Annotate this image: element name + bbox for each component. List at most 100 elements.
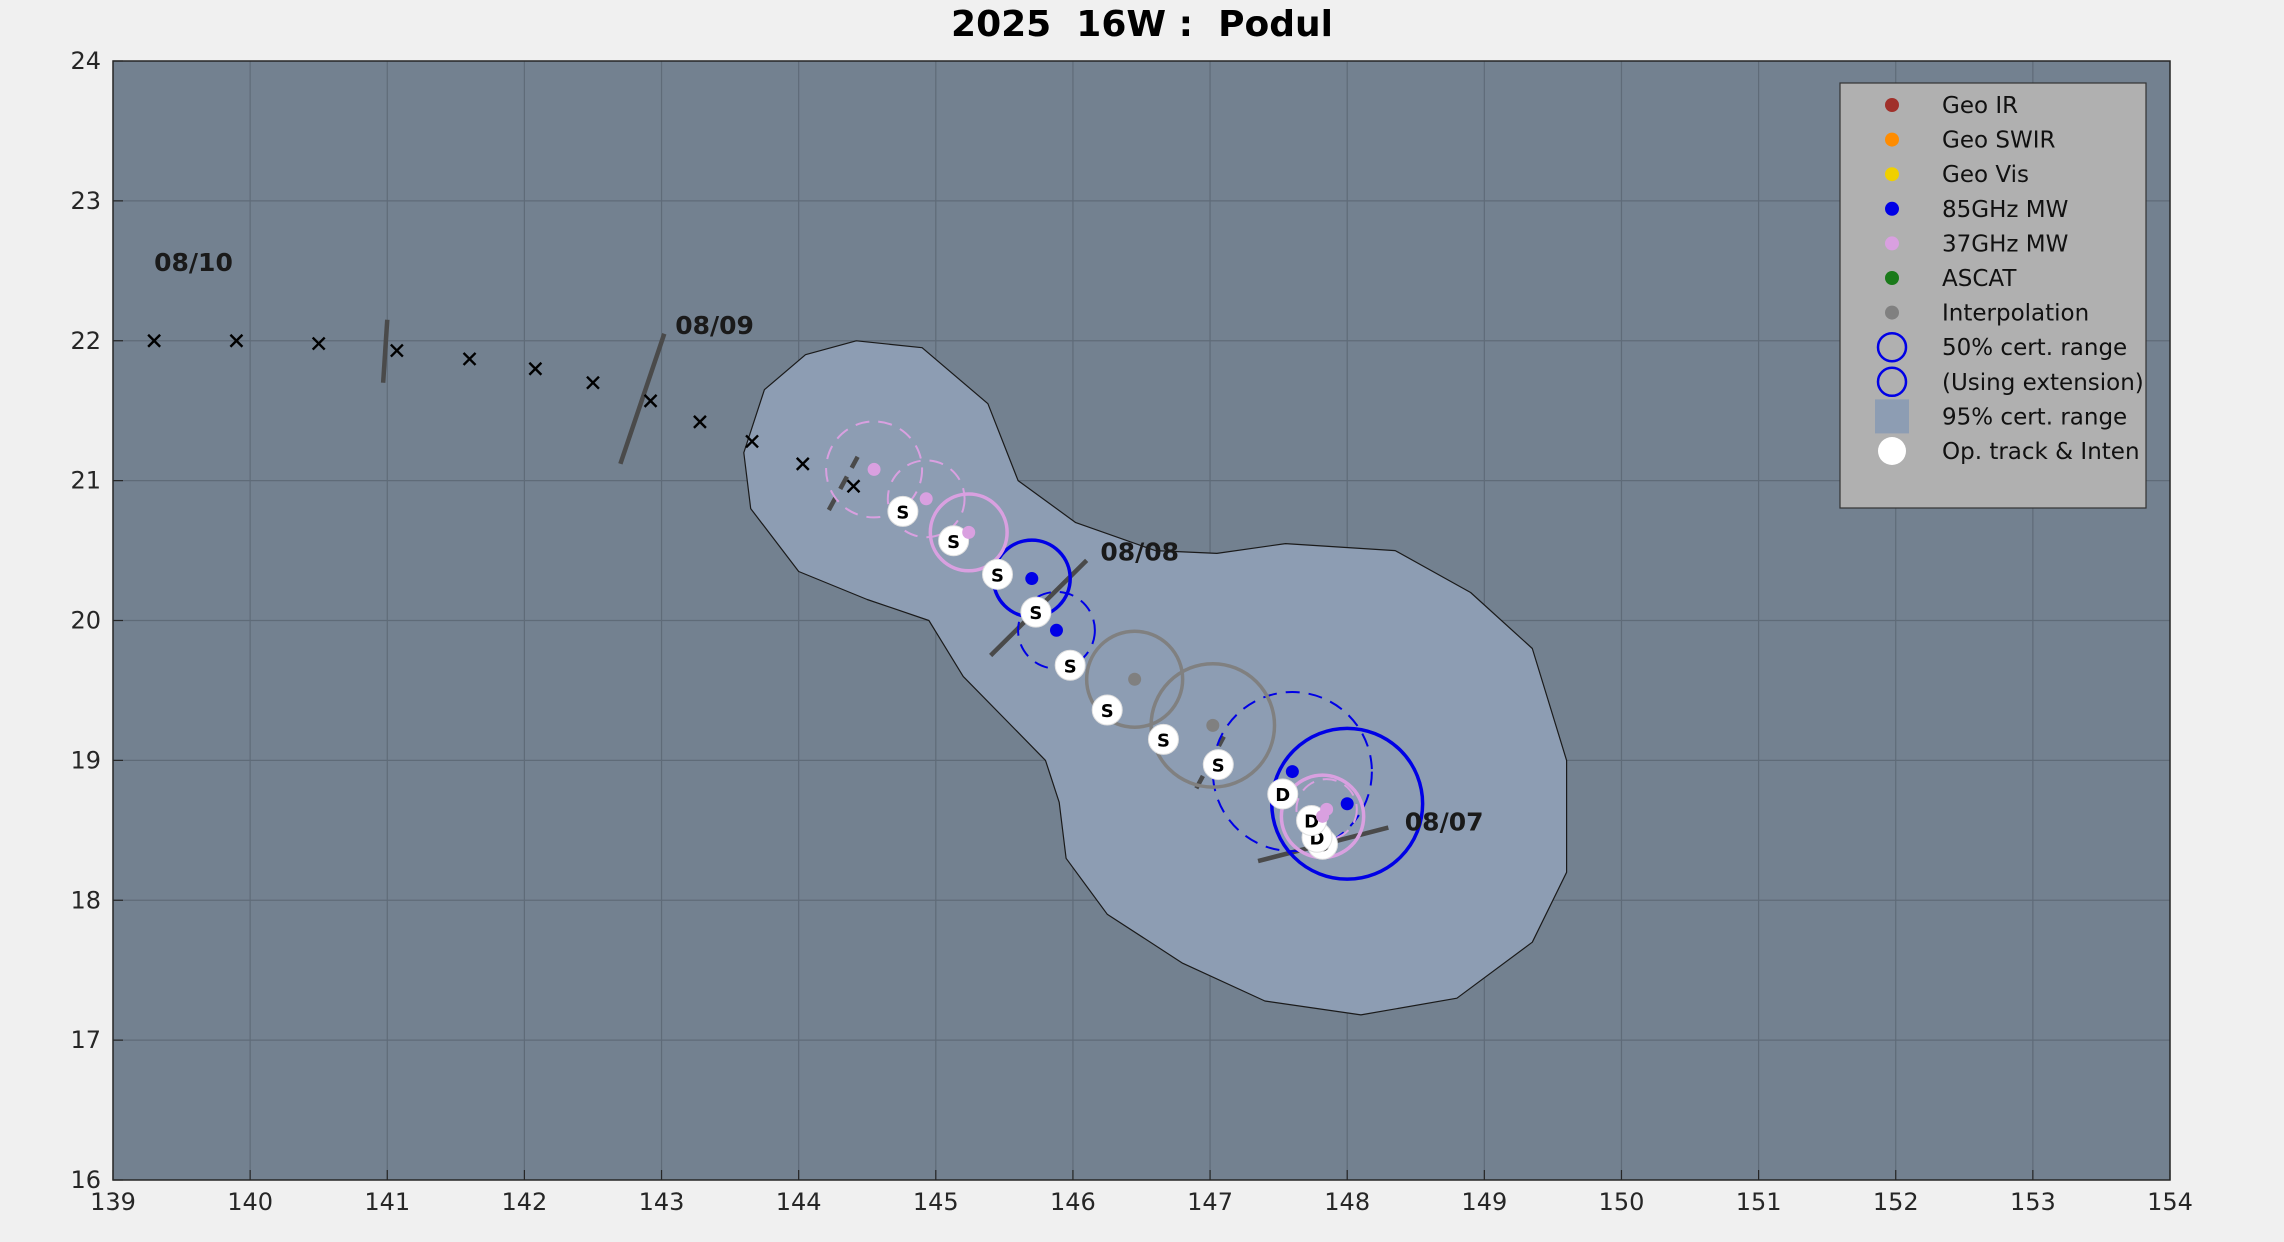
certainty-rings — [825, 420, 1425, 881]
legend-marker — [1885, 167, 1899, 182]
date-label: 08/08 — [1100, 537, 1179, 566]
y-tick-label: 24 — [70, 47, 101, 75]
x-tick-label: 139 — [90, 1188, 136, 1216]
x-tick-label: 149 — [1461, 1188, 1507, 1216]
fix-point — [1025, 572, 1039, 586]
op-track-point — [1202, 749, 1234, 781]
x-tick-label: 150 — [1599, 1188, 1645, 1216]
forecast-point-marker — [745, 434, 759, 449]
legend-label: ASCAT — [1942, 266, 2017, 292]
op-track-intensity-label: D — [1275, 785, 1290, 806]
op-track-point — [1020, 596, 1052, 628]
day-tick-line — [618, 333, 667, 465]
op-track-point — [1054, 649, 1086, 681]
x-tick-label: 148 — [1324, 1188, 1370, 1216]
y-tick-label: 16 — [70, 1166, 101, 1194]
axes-ticks: 139 140 141 142 143 144 145 146 147 148 149 150 151 1… — [70, 47, 2192, 1216]
legend-white-marker — [1878, 437, 1906, 465]
fix-point — [962, 525, 976, 539]
cert-ring — [825, 420, 924, 519]
fix-point — [1049, 623, 1063, 637]
y-tick-label: 21 — [70, 467, 101, 495]
legend-label: 37GHz MW — [1942, 231, 2068, 257]
x-tick-label: 147 — [1187, 1188, 1233, 1216]
forecast-point-marker — [462, 352, 477, 366]
y-tick-label: 23 — [70, 187, 101, 215]
x-tick-label: 143 — [639, 1188, 685, 1216]
date-labels: 08/07 08/08 08/09 08/10 — [154, 248, 1483, 837]
fix-point — [1285, 765, 1299, 779]
date-label: 08/07 — [1405, 807, 1484, 836]
x-tick-label: 146 — [1050, 1188, 1096, 1216]
forecast-point-marker — [643, 394, 658, 408]
y-tick-label: 20 — [70, 607, 101, 635]
forecast-point-marker — [846, 479, 861, 494]
legend-square-marker — [1875, 399, 1909, 434]
forecast-point-marker — [147, 333, 161, 348]
minor-tick-line — [826, 455, 860, 512]
op-track-point — [1091, 694, 1123, 726]
fix-point — [919, 492, 933, 506]
legend-ring-marker — [1876, 331, 1908, 363]
legend-marker — [1885, 271, 1899, 285]
op-track-intensity-label: S — [1157, 730, 1170, 751]
x-tick-label: 153 — [2010, 1188, 2056, 1216]
op-track-intensity-label: S — [896, 502, 909, 523]
forecast-point-marker — [229, 333, 244, 348]
op-track-intensity-label: S — [1101, 701, 1114, 722]
forecast-point-marker — [795, 456, 810, 471]
legend-ring-marker — [1876, 366, 1908, 398]
x-tick-label: 144 — [776, 1188, 822, 1216]
op-track-intensity-label: D — [1304, 812, 1319, 833]
legend-marker — [1885, 236, 1899, 251]
legend-marker — [1885, 305, 1899, 320]
legend-label: Op. track & Inten — [1942, 439, 2140, 465]
fix-points — [867, 462, 1354, 823]
y-tick-label: 18 — [70, 886, 101, 914]
legend: Geo IR Geo SWIR Geo Vis 85GHz MW 37GHz MW ASC… — [1839, 82, 2147, 509]
op-track-intensity-label: S — [1029, 603, 1042, 624]
x-tick-label: 145 — [913, 1188, 959, 1216]
legend-label: 95% cert. range — [1942, 404, 2127, 430]
x-tick-label: 152 — [1873, 1188, 1919, 1216]
forecast-point-marker — [586, 375, 600, 390]
legend-label: (Using extension) — [1942, 370, 2144, 396]
cone-95-polygon — [743, 340, 1568, 1016]
x-tick-label: 140 — [227, 1188, 273, 1216]
x-tick-label: 154 — [2147, 1188, 2193, 1216]
date-label: 08/09 — [675, 311, 754, 340]
legend-label: 85GHz MW — [1942, 197, 2068, 223]
y-tick-label: 17 — [70, 1026, 101, 1054]
cert-ring — [1211, 691, 1373, 853]
legend-label: 50% cert. range — [1942, 335, 2127, 361]
op-track-intensity-label: S — [1064, 656, 1077, 677]
legend-marker — [1885, 201, 1899, 216]
chart-title: 2025 16W : Podul — [951, 4, 1333, 45]
op-track-point — [982, 558, 1014, 590]
legend-label: Geo Vis — [1942, 162, 2029, 188]
fix-point — [1320, 802, 1334, 816]
legend-marker — [1885, 98, 1899, 112]
certainty-cone-95 — [743, 340, 1568, 1016]
op-track-point — [938, 525, 970, 557]
fix-point — [1128, 672, 1142, 686]
cert-ring — [886, 459, 966, 539]
forecast-point-marker — [693, 415, 707, 429]
forecast-point-marker — [311, 336, 326, 351]
y-tick-label: 22 — [70, 327, 101, 355]
op-track-intensity-label: S — [991, 565, 1004, 586]
op-track-point — [887, 495, 919, 527]
op-track-intensity-label: S — [947, 532, 960, 553]
legend-marker — [1885, 132, 1899, 147]
forecast-point-marker — [528, 361, 543, 376]
legend-label: Geo SWIR — [1942, 128, 2055, 154]
cert-ring — [1017, 590, 1096, 670]
cert-ring — [928, 492, 1009, 573]
fix-point — [867, 462, 881, 476]
y-tick-label: 19 — [70, 746, 101, 774]
cert-ring — [1084, 629, 1185, 729]
forecast-track — [147, 333, 861, 494]
legend-label: Interpolation — [1942, 301, 2089, 327]
x-tick-label: 142 — [501, 1188, 547, 1216]
